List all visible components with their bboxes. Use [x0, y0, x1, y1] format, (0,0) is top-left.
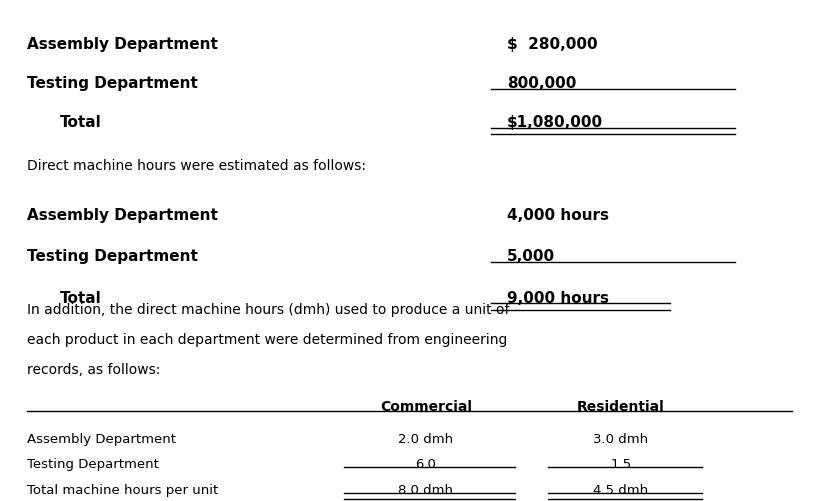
- Text: 6.0: 6.0: [415, 458, 437, 471]
- Text: 1.5: 1.5: [610, 458, 631, 471]
- Text: each product in each department were determined from engineering: each product in each department were det…: [27, 333, 508, 347]
- Text: 9,000 hours: 9,000 hours: [507, 291, 609, 306]
- Text: Testing Department: Testing Department: [27, 458, 159, 471]
- Text: Total: Total: [60, 291, 102, 306]
- Text: 2.0 dmh: 2.0 dmh: [398, 433, 454, 446]
- Text: 8.0 dmh: 8.0 dmh: [398, 484, 453, 497]
- Text: Commercial: Commercial: [380, 400, 472, 414]
- Text: 800,000: 800,000: [507, 76, 577, 91]
- Text: 4.5 dmh: 4.5 dmh: [594, 484, 649, 497]
- Text: Assembly Department: Assembly Department: [27, 37, 218, 52]
- Text: Testing Department: Testing Department: [27, 76, 198, 91]
- Text: Total: Total: [60, 115, 102, 130]
- Text: In addition, the direct machine hours (dmh) used to produce a unit of: In addition, the direct machine hours (d…: [27, 303, 509, 317]
- Text: 5,000: 5,000: [507, 249, 555, 264]
- Text: Assembly Department: Assembly Department: [27, 433, 176, 446]
- Text: Direct machine hours were estimated as follows:: Direct machine hours were estimated as f…: [27, 159, 366, 173]
- Text: records, as follows:: records, as follows:: [27, 363, 161, 377]
- Text: $  280,000: $ 280,000: [507, 37, 598, 52]
- Text: 4,000 hours: 4,000 hours: [507, 208, 609, 222]
- Text: $1,080,000: $1,080,000: [507, 115, 604, 130]
- Text: Residential: Residential: [577, 400, 665, 414]
- Text: 3.0 dmh: 3.0 dmh: [594, 433, 649, 446]
- Text: Total machine hours per unit: Total machine hours per unit: [27, 484, 219, 497]
- Text: Testing Department: Testing Department: [27, 249, 198, 264]
- Text: Assembly Department: Assembly Department: [27, 208, 218, 222]
